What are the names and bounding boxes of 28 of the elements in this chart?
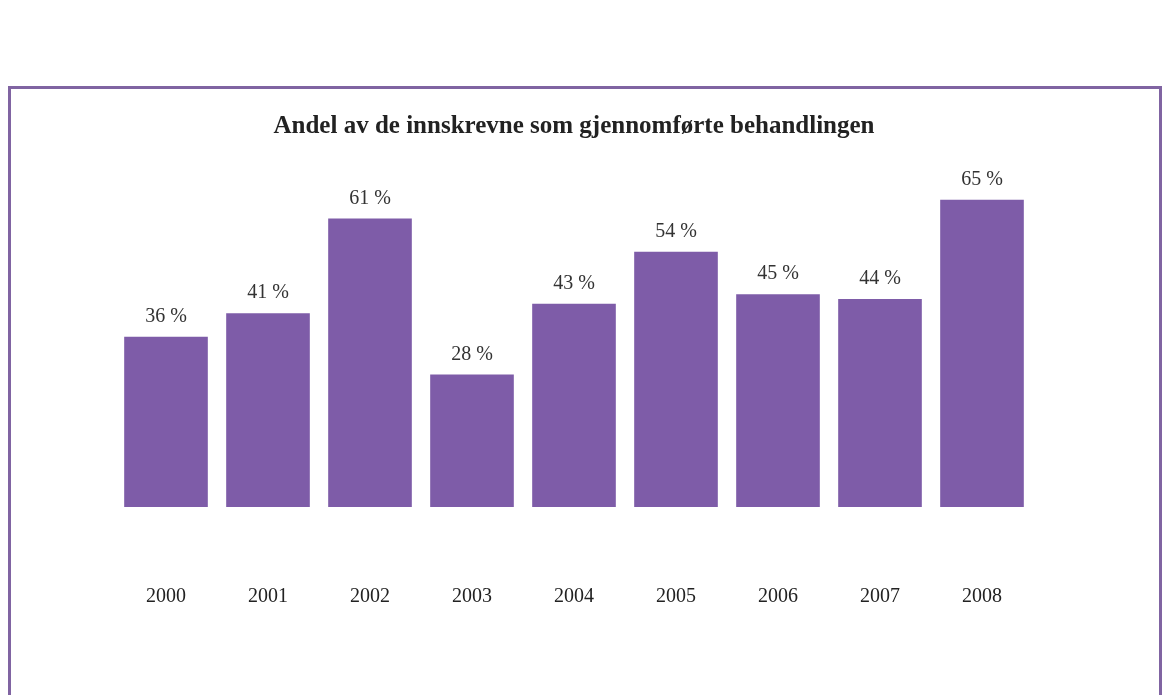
data-label: 41 % xyxy=(247,280,289,303)
bar xyxy=(532,303,616,507)
data-label: 61 % xyxy=(349,185,391,208)
bar xyxy=(124,336,208,507)
bar xyxy=(838,298,922,507)
x-tick-label: 2003 xyxy=(452,584,492,607)
x-tick-label: 2001 xyxy=(248,584,288,607)
bar xyxy=(328,218,412,507)
bar xyxy=(430,374,514,507)
x-tick-label: 2004 xyxy=(554,584,594,607)
bar xyxy=(940,199,1024,507)
chart-title: Andel av de innskrevne som gjennomførte behandlingen xyxy=(273,111,875,139)
data-label: 28 % xyxy=(451,341,493,364)
bar xyxy=(226,313,310,507)
x-tick-label: 2006 xyxy=(758,584,798,607)
data-label: 36 % xyxy=(145,304,187,327)
data-label: 54 % xyxy=(655,218,697,241)
x-tick-label: 2000 xyxy=(146,584,186,607)
x-tick-label: 2002 xyxy=(350,584,390,607)
x-tick-label: 2007 xyxy=(860,584,900,607)
bar xyxy=(736,294,820,507)
x-tick-label: 2005 xyxy=(656,584,696,607)
bar xyxy=(634,251,718,507)
x-tick-label: 2008 xyxy=(962,584,1002,607)
data-label: 44 % xyxy=(859,266,901,289)
data-label: 43 % xyxy=(553,270,595,293)
data-label: 45 % xyxy=(757,261,799,284)
data-label: 65 % xyxy=(961,166,1003,189)
